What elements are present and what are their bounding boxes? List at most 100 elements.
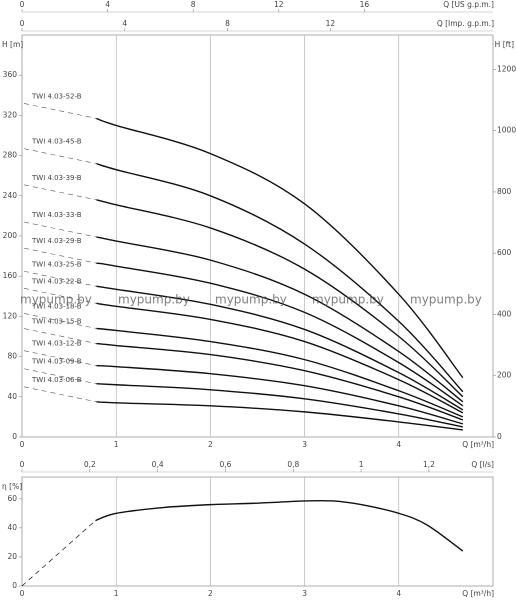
top-axis-tick-label: 16 xyxy=(360,0,370,9)
curve-label: TWI 4.03-25-B xyxy=(31,260,82,268)
curve xyxy=(96,327,464,418)
x-tick-label: 2 xyxy=(208,589,213,598)
y2-tick-label: 200 xyxy=(497,371,512,380)
y-tick-label: 0 xyxy=(12,432,17,441)
top-axis-tick-label: 0 xyxy=(20,460,25,469)
curve-lead xyxy=(23,288,97,304)
x-tick-label: 1 xyxy=(114,589,119,598)
y-tick-label: 120 xyxy=(3,311,18,320)
watermark: mypump.by xyxy=(215,293,287,307)
curve xyxy=(96,162,464,393)
curve-label: TWI 4.03-18-B xyxy=(31,302,82,310)
y-tick-label: 40 xyxy=(7,392,17,401)
x-axis-label: Q [m³/h] xyxy=(462,440,494,449)
y2-axis-label: H [ft] xyxy=(495,40,514,49)
y-tick-label: 0 xyxy=(12,581,17,590)
y-tick-label: 20 xyxy=(7,552,17,561)
curve-lead xyxy=(23,328,97,344)
top-axis-label: Q [US g.p.m.] xyxy=(443,0,494,9)
curve-label: TWI 4.03-09-B xyxy=(31,358,82,366)
curve-lead xyxy=(23,368,97,385)
x-tick-label: 1 xyxy=(114,440,119,449)
curve xyxy=(96,199,464,398)
curve-label: TWI 4.03-45-B xyxy=(31,138,82,146)
curve xyxy=(96,401,463,431)
curve-lead xyxy=(23,313,97,329)
curve-lead xyxy=(23,148,97,164)
top-axis-tick-label: 0 xyxy=(20,0,25,9)
y-tick-label: 240 xyxy=(3,191,18,200)
x-tick-label: 0 xyxy=(20,440,25,449)
curve xyxy=(96,364,464,425)
plot-frame xyxy=(21,34,494,438)
curve xyxy=(21,520,96,587)
curve-lead xyxy=(23,221,97,238)
watermark: mypump.by xyxy=(312,293,384,307)
top-axis-tick-label: 0,2 xyxy=(84,460,96,469)
top-axis-tick-label: 8 xyxy=(225,19,230,28)
y2-tick-label: 0 xyxy=(497,432,502,441)
top-axis-tick-label: 1 xyxy=(359,460,364,469)
y-tick-label: 200 xyxy=(3,231,18,240)
y-tick-label: 40 xyxy=(7,523,17,532)
curve-label: TWI 4.03-52-B xyxy=(31,92,82,100)
y2-tick-label: 600 xyxy=(497,248,512,257)
x-tick-label: 3 xyxy=(302,589,307,598)
top-axis-tick-label: 4 xyxy=(105,0,110,9)
watermark: mypump.by xyxy=(410,293,482,307)
x-tick-label: 3 xyxy=(302,440,307,449)
curve-label: TWI 4.03-22-B xyxy=(31,277,82,285)
top-axis-tick-label: 0,4 xyxy=(152,460,164,469)
top-axis-tick-label: 0 xyxy=(20,19,25,28)
watermark: mypump.by xyxy=(20,293,92,307)
y-tick-label: 60 xyxy=(7,494,17,503)
watermark: mypump.by xyxy=(118,293,190,307)
y-tick-label: 360 xyxy=(3,70,18,79)
curve xyxy=(95,499,464,552)
y-tick-label: 280 xyxy=(3,151,18,160)
curve xyxy=(96,236,464,403)
top-axis-tick-label: 8 xyxy=(191,0,196,9)
curve-lead xyxy=(23,103,97,119)
curve-label: TWI 4.03-12-B xyxy=(31,340,82,348)
x-tick-label: 0 xyxy=(20,589,25,598)
curve-lead xyxy=(23,386,97,403)
curve-label: TWI 4.03-06-B xyxy=(31,376,82,384)
x-tick-label: 2 xyxy=(208,440,213,449)
curve-label: TWI 4.03-29-B xyxy=(31,237,82,245)
x-tick-label: 4 xyxy=(396,440,401,449)
curve xyxy=(96,285,464,411)
y2-tick-label: 800 xyxy=(497,187,512,196)
y-axis-label: H [m] xyxy=(2,40,23,49)
curve-label: TWI 4.03-15-B xyxy=(31,318,82,326)
curve xyxy=(96,262,464,407)
curve-lead xyxy=(23,350,97,366)
curve xyxy=(96,302,464,414)
top-axis-tick-label: 12 xyxy=(274,0,284,9)
top-axis-tick-label: 4 xyxy=(122,19,127,28)
curve-lead xyxy=(23,270,97,287)
curve-lead xyxy=(23,247,97,264)
y2-tick-label: 400 xyxy=(497,309,512,318)
curve-label: TWI 4.03-33-B xyxy=(31,211,82,219)
curve xyxy=(96,383,463,428)
top-axis-tick-label: 12 xyxy=(326,19,336,28)
y-tick-label: 160 xyxy=(3,271,18,280)
y2-tick-label: 1000 xyxy=(497,126,516,135)
y2-tick-label: 1200 xyxy=(497,64,516,73)
x-tick-label: 4 xyxy=(396,589,401,598)
top-axis-label: Q [l/s] xyxy=(471,460,494,469)
top-axis-tick-label: 0,8 xyxy=(287,460,299,469)
y-tick-label: 80 xyxy=(7,352,17,361)
y-axis-label: η [%] xyxy=(2,482,22,491)
curve-label: TWI 4.03-39-B xyxy=(31,174,82,182)
y-tick-label: 320 xyxy=(3,110,18,119)
top-axis-label: Q [Imp. g.p.m.] xyxy=(437,19,494,28)
top-axis-tick-label: 1,2 xyxy=(423,460,435,469)
x-axis-label: Q [m³/h] xyxy=(462,589,494,598)
top-axis-tick-label: 0,6 xyxy=(220,460,232,469)
plot-frame xyxy=(21,476,494,587)
curve xyxy=(96,342,464,421)
curve-lead xyxy=(23,184,97,201)
